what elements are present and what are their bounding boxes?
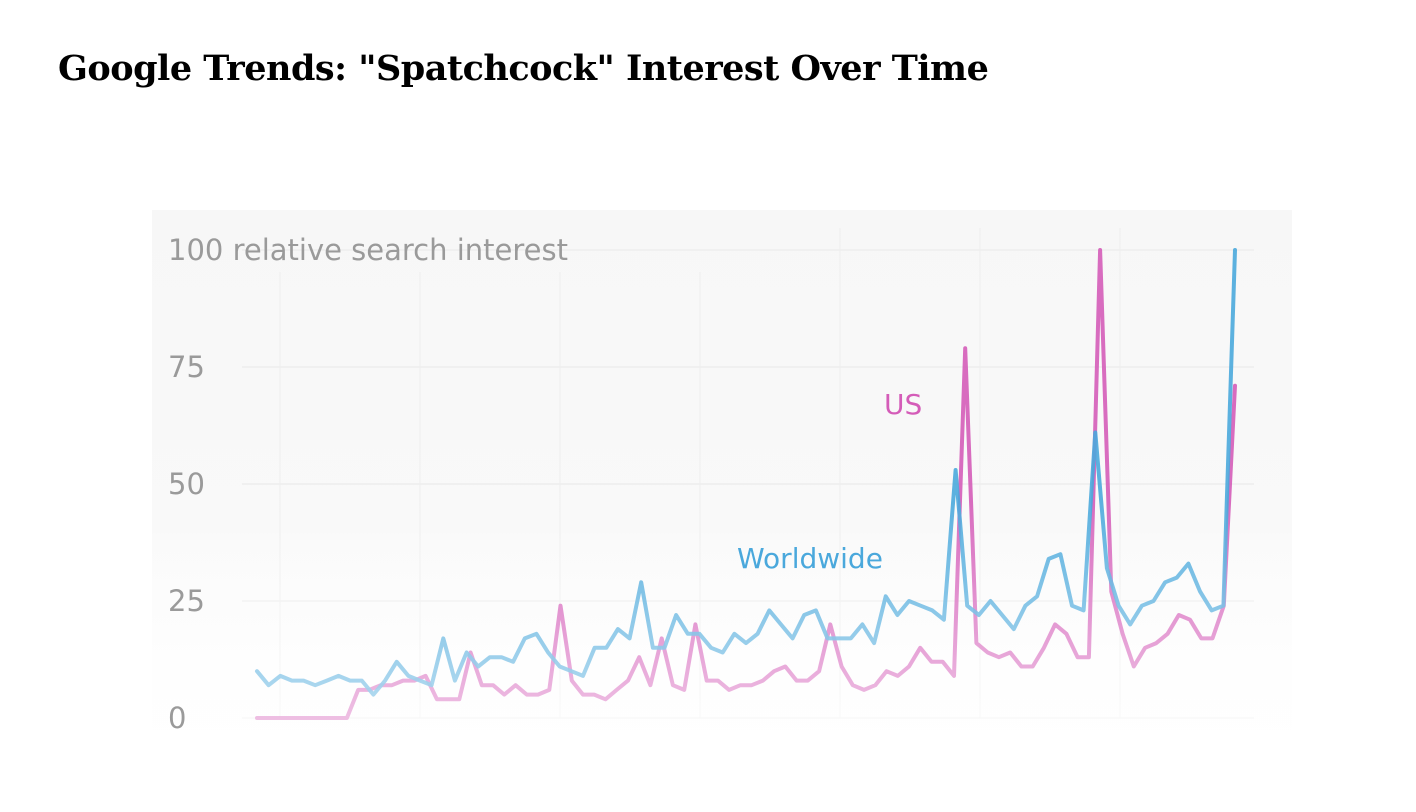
y-tick-label-50: 50 [168,467,205,501]
page-title: Google Trends: "Spatchcock" Interest Ove… [58,48,989,89]
y-tick-label-100: 100 relative search interest [168,233,568,267]
y-axis-ticks: 0 25 50 75 100 relative search interest [168,233,568,735]
y-tick-label-25: 25 [168,584,205,618]
line-chart: 0 25 50 75 100 relative search interest US W… [152,210,1292,740]
y-tick-label-75: 75 [168,350,205,384]
chart-container: 0 25 50 75 100 relative search interest US W… [152,210,1292,740]
lower-fade-overlay [152,210,1292,740]
series-label-us: US [884,388,922,421]
series-label-worldwide: Worldwide [737,542,883,575]
y-tick-label-0: 0 [168,701,186,735]
